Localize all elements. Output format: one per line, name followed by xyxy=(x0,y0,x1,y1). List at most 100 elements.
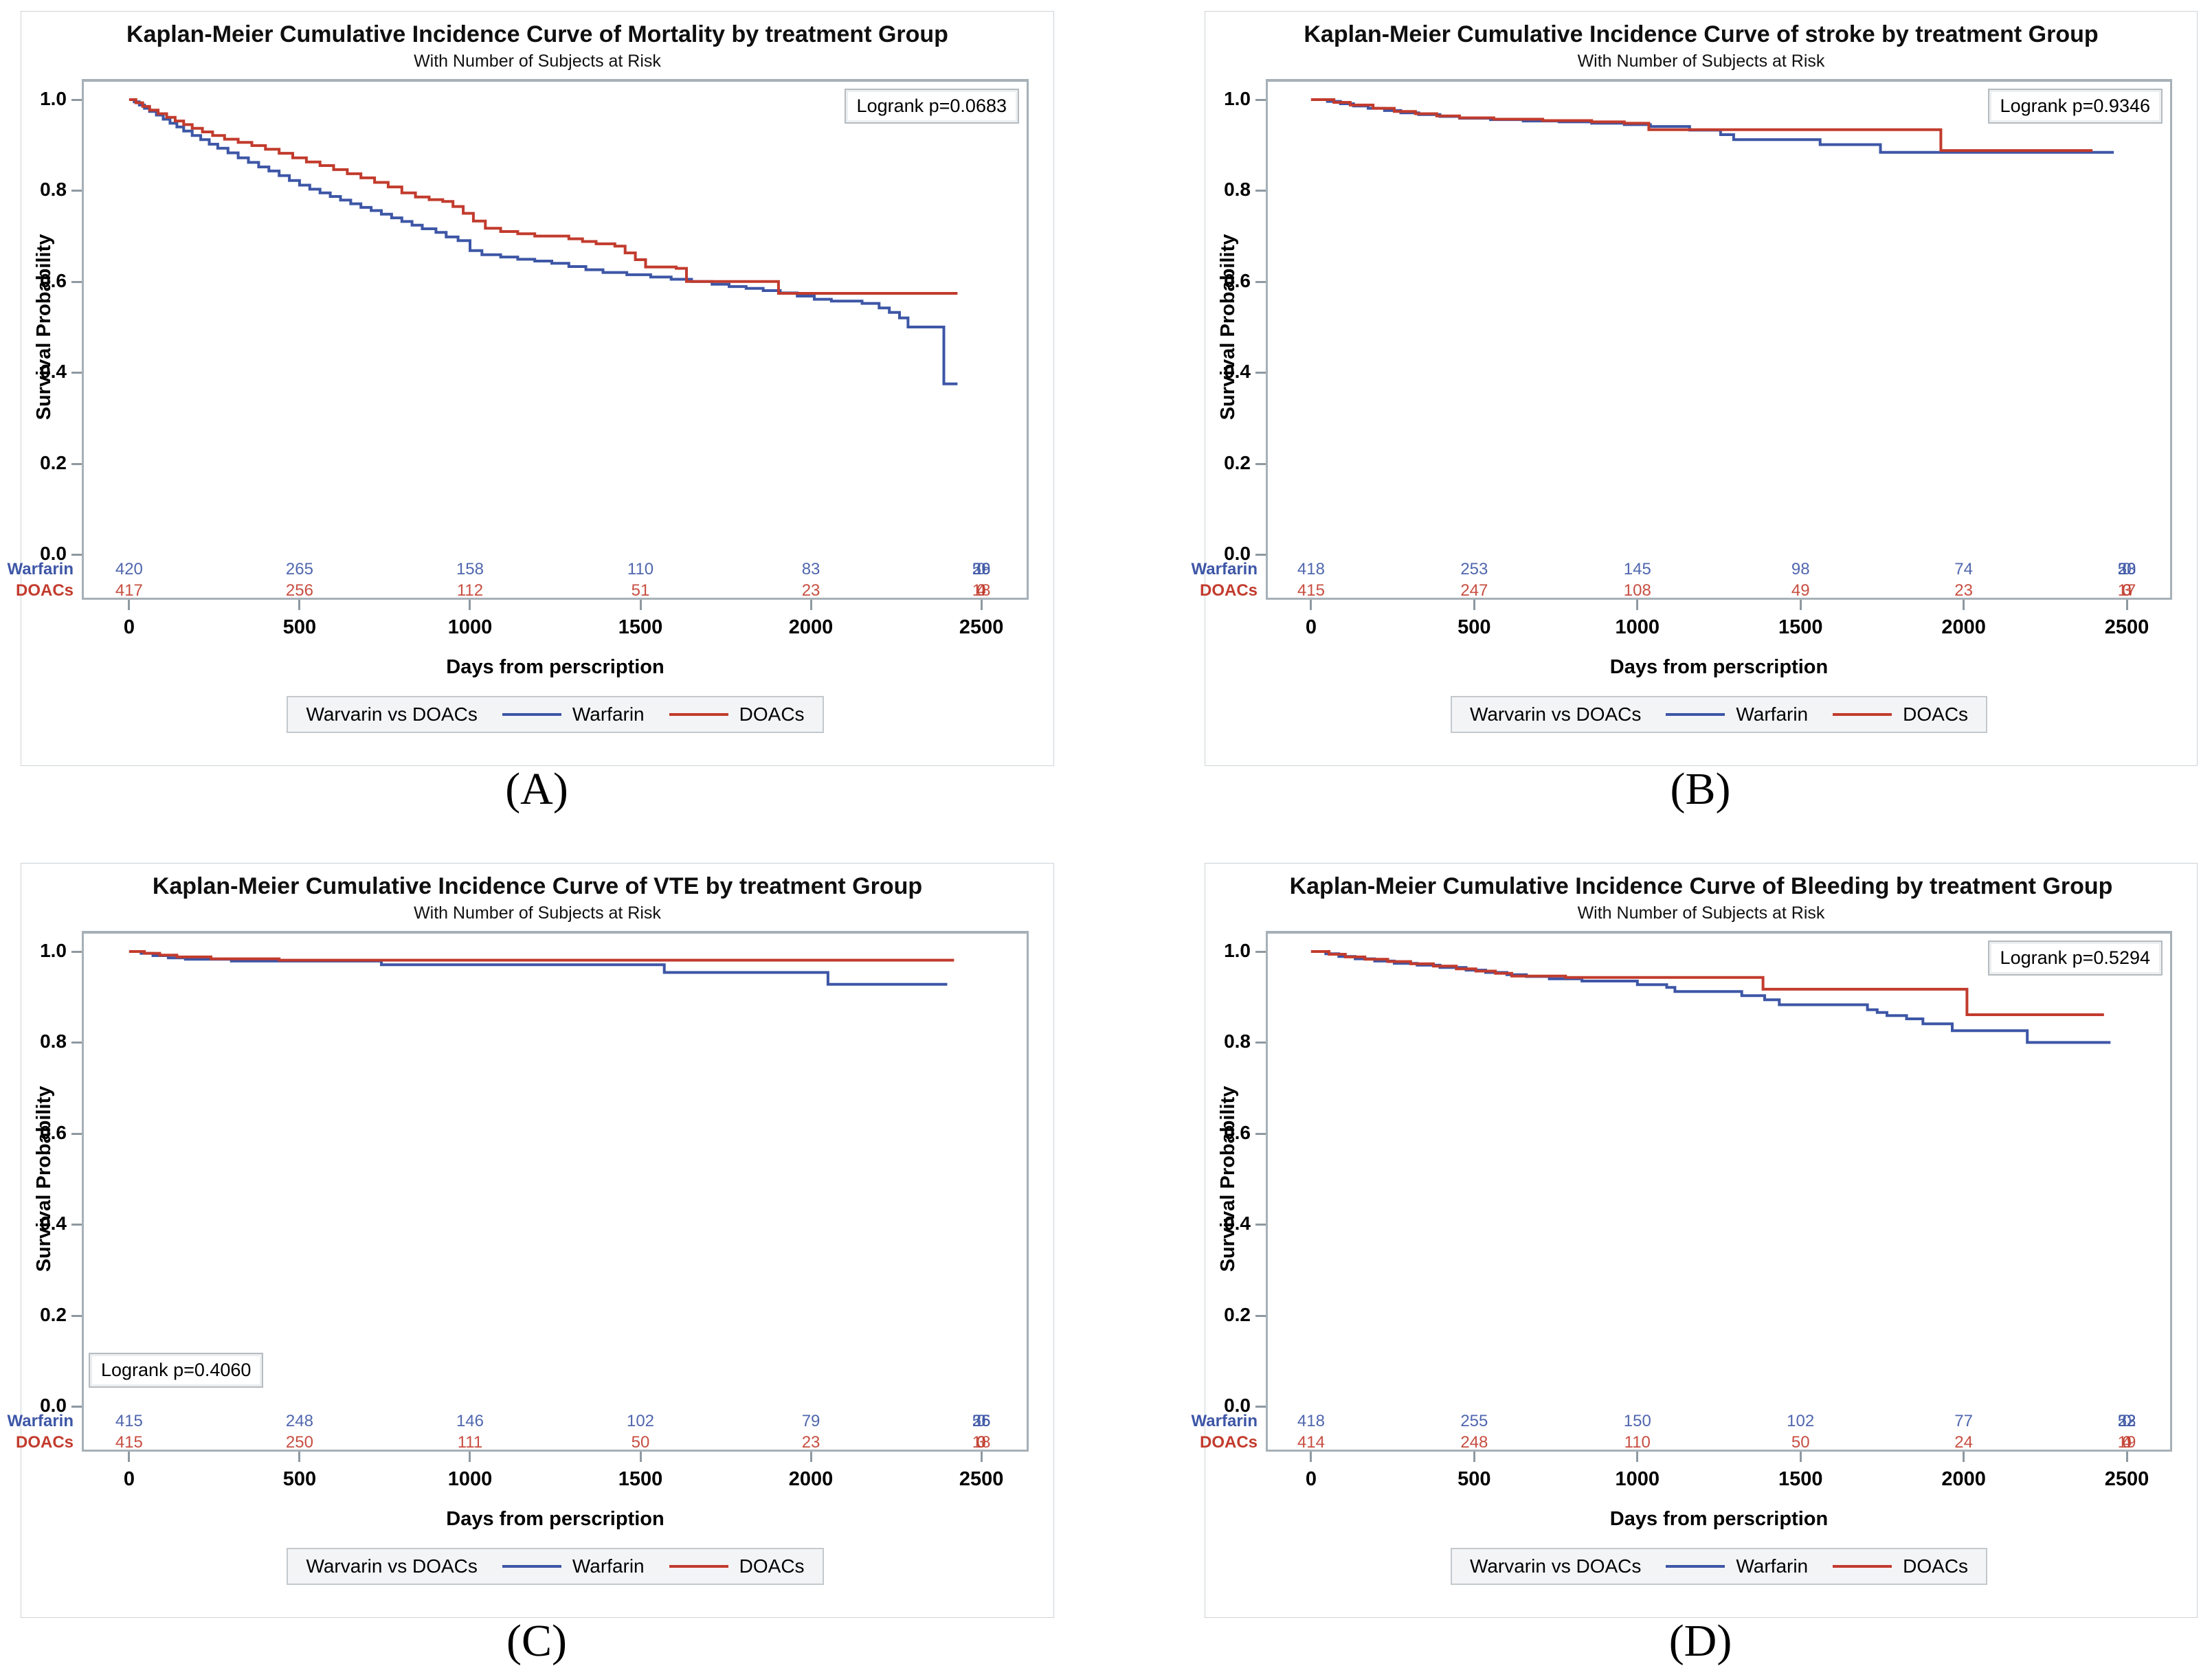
legend: Warvarin vs DOACs Warfarin DOACs xyxy=(1450,1548,1988,1585)
y-axis-label: Survival Probability xyxy=(33,234,55,420)
y-tick-mark xyxy=(71,280,82,283)
at-risk-row-label: DOACs xyxy=(1199,1433,1258,1452)
x-tick-mark xyxy=(1799,1452,1802,1462)
logrank-annotation: Logrank p=0.4060 xyxy=(89,1353,264,1388)
y-tick-mark xyxy=(1255,1314,1266,1317)
at-risk-value: 108 xyxy=(1623,581,1651,600)
at-risk-value: 74 xyxy=(1954,560,1973,578)
at-risk-value: 417 xyxy=(115,581,143,600)
legend-entry-warfarin: Warfarin xyxy=(502,1555,645,1577)
y-tick-mark xyxy=(1255,280,1266,283)
km-panel-A: Kaplan-Meier Cumulative Incidence Curve … xyxy=(8,11,1054,766)
at-risk-value: 253 xyxy=(1460,560,1488,578)
x-tick-mark xyxy=(298,600,301,610)
legend-group-label: Warvarin vs DOACs xyxy=(306,703,478,725)
logrank-annotation: Logrank p=0.5294 xyxy=(1987,941,2163,976)
x-tick-mark xyxy=(639,1452,642,1462)
legend-entry-label: Warfarin xyxy=(572,1555,645,1577)
at-risk-row-label: DOACs xyxy=(15,581,74,600)
y-tick-mark xyxy=(71,99,82,101)
chart-title: Kaplan-Meier Cumulative Incidence Curve … xyxy=(126,21,948,47)
y-tick-label: 1.0 xyxy=(40,88,67,109)
x-tick-mark xyxy=(1963,600,1965,610)
at-risk-value: 51 xyxy=(631,581,650,600)
at-risk-value: 49 xyxy=(1791,581,1810,600)
y-tick-label: 0.6 xyxy=(1224,1121,1251,1143)
y-tick-label: 0.8 xyxy=(40,1031,67,1052)
x-tick-mark xyxy=(2125,600,2128,610)
y-axis-label: Survival Probability xyxy=(33,1085,55,1272)
x-tick-label: 2500 xyxy=(2104,1468,2149,1490)
y-tick-label: 0.0 xyxy=(1224,543,1251,564)
y-tick-mark xyxy=(1255,554,1266,556)
x-axis-label: Days from perscription xyxy=(446,656,664,678)
at-risk-value: 23 xyxy=(2117,560,2136,578)
at-risk-value: 23 xyxy=(801,1433,820,1452)
x-tick-mark xyxy=(1636,600,1639,610)
at-risk-value: 248 xyxy=(1460,1433,1488,1452)
at-risk-value: 112 xyxy=(456,581,484,600)
at-risk-value: 0 xyxy=(2122,581,2132,600)
y-tick-label: 0.2 xyxy=(40,1303,67,1325)
x-tick-mark xyxy=(980,1452,983,1462)
y-tick-label: 0.4 xyxy=(40,361,67,383)
at-risk-row-label: Warfarin xyxy=(7,1412,74,1430)
legend-group-label: Warvarin vs DOACs xyxy=(1469,703,1642,725)
plot-frame xyxy=(1266,79,2172,600)
y-tick-label: 0.6 xyxy=(1224,269,1251,291)
x-tick-mark xyxy=(1310,600,1312,610)
at-risk-value: 77 xyxy=(1954,1412,1973,1430)
at-risk-row-label: Warfarin xyxy=(7,560,74,578)
x-tick-mark xyxy=(1310,1452,1312,1462)
at-risk-value: 0 xyxy=(2122,560,2132,578)
legend-entry-label: Warfarin xyxy=(1736,1555,1809,1577)
legend-entry-label: Warfarin xyxy=(572,703,645,725)
y-tick-mark xyxy=(1255,1406,1266,1408)
at-risk-row-label: Warfarin xyxy=(1191,560,1258,578)
at-risk-value: 414 xyxy=(1297,1433,1325,1452)
at-risk-value: 52 xyxy=(2117,1412,2136,1430)
x-tick-label: 2000 xyxy=(1941,616,1986,638)
legend-group-label: Warvarin vs DOACs xyxy=(1469,1555,1642,1577)
chart-subtitle: With Number of Subjects at Risk xyxy=(1577,52,1825,71)
x-tick-mark xyxy=(980,600,983,610)
plot-frame xyxy=(1266,931,2172,1452)
legend-entry-label: DOACs xyxy=(1903,703,1969,725)
panel-caption: (C) xyxy=(506,1616,567,1666)
legend-entry-doacs: DOACs xyxy=(669,1555,805,1577)
x-tick-label: 500 xyxy=(282,1468,317,1490)
legend-line-warfarin xyxy=(1666,1565,1725,1568)
x-tick-label: 0 xyxy=(1305,616,1317,638)
x-tick-label: 1000 xyxy=(1615,1468,1660,1490)
at-risk-row-label: DOACs xyxy=(15,1433,74,1452)
x-tick-label: 1000 xyxy=(447,616,493,638)
y-tick-mark xyxy=(71,1224,82,1226)
at-risk-value: 255 xyxy=(1460,1412,1488,1430)
at-risk-value: 0 xyxy=(2122,1412,2132,1430)
y-tick-mark xyxy=(71,554,82,556)
x-tick-mark xyxy=(128,600,131,610)
at-risk-value: 0 xyxy=(976,1412,986,1430)
chart-title: Kaplan-Meier Cumulative Incidence Curve … xyxy=(1304,21,2099,47)
y-tick-mark xyxy=(71,462,82,465)
at-risk-value: 248 xyxy=(285,1412,313,1430)
legend-line-warfarin xyxy=(1666,713,1725,716)
at-risk-value: 146 xyxy=(456,1412,484,1430)
legend-entry-doacs: DOACs xyxy=(669,703,805,725)
legend-entry-doacs: DOACs xyxy=(1833,703,1968,725)
chart-subtitle: With Number of Subjects at Risk xyxy=(414,52,661,71)
x-tick-label: 1500 xyxy=(618,1468,663,1490)
at-risk-value: 19 xyxy=(2117,1433,2136,1452)
at-risk-value: 50 xyxy=(1791,1433,1810,1452)
at-risk-value: 420 xyxy=(115,560,143,578)
at-risk-value: 18 xyxy=(972,1433,991,1452)
y-tick-label: 1.0 xyxy=(1224,88,1251,109)
x-tick-label: 2000 xyxy=(1941,1468,1986,1490)
legend-wrap: Warvarin vs DOACs Warfarin DOACs xyxy=(82,1548,1029,1585)
at-risk-value: 17 xyxy=(2117,581,2136,600)
y-tick-mark xyxy=(1255,190,1266,192)
x-tick-mark xyxy=(809,1452,812,1462)
at-risk-value: 50 xyxy=(631,1433,650,1452)
legend-entry-warfarin: Warfarin xyxy=(502,703,645,725)
